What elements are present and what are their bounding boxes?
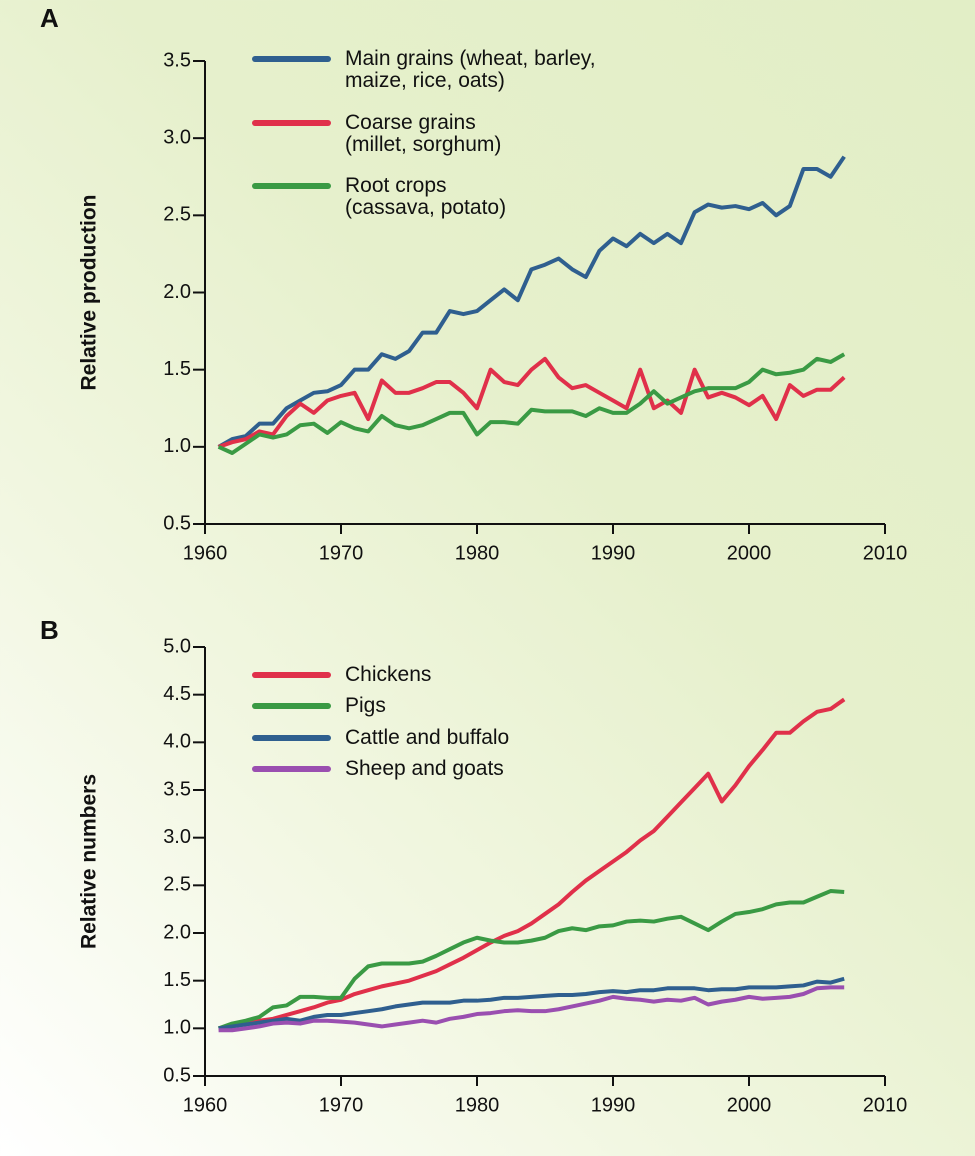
legend-label: Pigs [345, 694, 386, 717]
y-tick-label: 3.0 [163, 126, 191, 148]
x-tick-label: 2010 [863, 1094, 908, 1116]
y-axis-label: Relative numbers [78, 774, 101, 949]
data-line [218, 976, 845, 1031]
y-tick-label: 0.5 [163, 512, 191, 534]
x-tick-label: 1970 [319, 1094, 364, 1116]
y-tick-label: 3.0 [163, 826, 191, 848]
x-tick-label: 2000 [727, 1094, 772, 1116]
legend-label: Root crops (cassava, potato) [345, 174, 507, 219]
y-tick-label: 3.5 [163, 778, 191, 800]
y-axis-label: Relative production [78, 194, 101, 390]
x-tick-label: 1960 [183, 1094, 228, 1116]
data-line [217, 352, 846, 456]
legend-label: Coarse grains (millet, sorghum) [345, 111, 502, 156]
legend-label: Sheep and goats [345, 757, 504, 780]
data-line [217, 889, 845, 1031]
y-tick-label: 5.0 [163, 635, 191, 657]
x-tick-label: 1960 [183, 542, 228, 564]
x-tick-label: 2000 [727, 542, 772, 564]
panel-label: A [40, 3, 59, 33]
x-tick-label: 1980 [455, 1094, 500, 1116]
y-tick-label: 4.5 [163, 683, 191, 705]
data-line [217, 356, 846, 449]
x-tick-label: 1970 [319, 542, 364, 564]
data-line [217, 155, 846, 449]
legend-label: Cattle and buffalo [345, 726, 510, 749]
y-tick-label: 4.0 [163, 731, 191, 753]
y-tick-label: 1.0 [163, 1017, 191, 1039]
y-tick-label: 2.0 [163, 921, 191, 943]
data-line [218, 697, 846, 1031]
x-tick-label: 1990 [591, 542, 636, 564]
legend-label: Chickens [345, 663, 432, 686]
y-tick-label: 1.5 [163, 358, 191, 380]
y-tick-label: 2.0 [163, 281, 191, 303]
y-tick-label: 0.5 [163, 1064, 191, 1086]
y-tick-label: 2.5 [163, 874, 191, 896]
y-tick-label: 1.5 [163, 969, 191, 991]
y-tick-label: 1.0 [163, 435, 191, 457]
legend-label: Main grains (wheat, barley, maize, rice,… [345, 47, 596, 92]
x-tick-label: 2010 [863, 542, 908, 564]
y-tick-label: 3.5 [163, 49, 191, 71]
x-tick-label: 1980 [455, 542, 500, 564]
x-tick-label: 1990 [591, 1094, 636, 1116]
y-tick-label: 2.5 [163, 204, 191, 226]
panel-label: B [40, 615, 59, 645]
data-line [218, 985, 845, 1033]
